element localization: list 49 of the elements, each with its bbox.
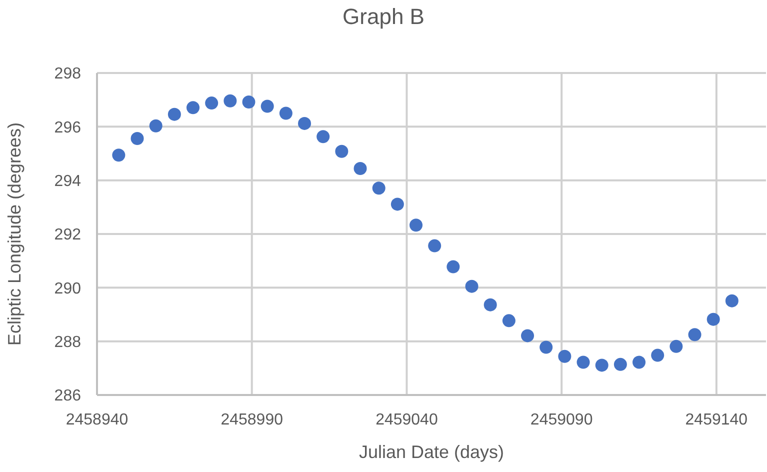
point [372, 182, 386, 195]
y-tick-label: 298 [54, 66, 82, 83]
point [260, 100, 274, 113]
point [706, 312, 720, 326]
y-tick-label: 292 [54, 226, 82, 244]
point [688, 328, 702, 342]
point [242, 95, 256, 108]
point [279, 106, 292, 120]
y-tick-label: 288 [54, 334, 82, 352]
x-tick-label: 2458990 [220, 411, 284, 428]
point [316, 130, 330, 144]
point [446, 260, 460, 274]
chart-title: Graph B [342, 4, 426, 30]
point [595, 358, 608, 372]
point [354, 162, 367, 176]
point [521, 329, 534, 342]
point [390, 198, 404, 211]
point [614, 358, 627, 371]
x-tick-label: 2459040 [376, 411, 438, 428]
point [335, 144, 348, 158]
y-tick-label: 286 [54, 388, 82, 405]
x-tick-label: 2458940 [66, 411, 128, 428]
point [149, 119, 162, 132]
x-tick-label: 2459090 [530, 411, 593, 428]
point [410, 218, 423, 232]
point [725, 294, 738, 308]
point [186, 101, 200, 114]
point [112, 148, 126, 162]
point [224, 94, 237, 108]
point [465, 280, 478, 293]
y-tick-label: 294 [54, 173, 82, 190]
point [632, 356, 646, 369]
point [502, 314, 516, 328]
point [670, 340, 683, 353]
y-tick-label: 290 [54, 280, 82, 298]
x-tick-label: 2459140 [685, 411, 748, 428]
point [298, 116, 312, 130]
point [484, 298, 497, 312]
x-axis-title: Julian Date (days) [358, 442, 504, 462]
point [130, 132, 144, 145]
y-axis-title: Ecliptic Longitude (degrees) [4, 122, 24, 346]
point [651, 348, 664, 362]
point [428, 239, 442, 252]
point [540, 340, 553, 354]
point [168, 108, 181, 121]
point [558, 350, 572, 363]
point [576, 356, 590, 369]
y-tick-label: 296 [54, 119, 82, 136]
point [205, 96, 218, 110]
